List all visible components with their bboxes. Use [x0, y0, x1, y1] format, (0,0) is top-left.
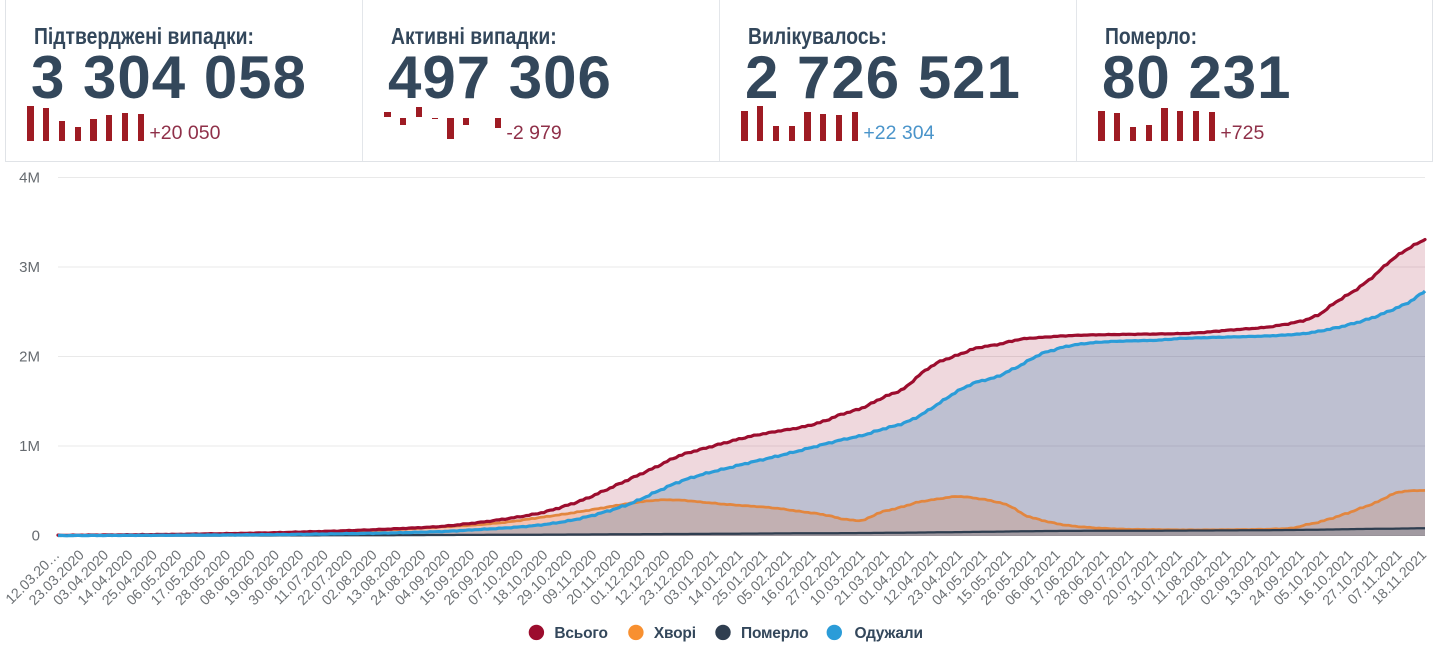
svg-text:4M: 4M: [19, 170, 40, 187]
svg-text:0: 0: [32, 528, 40, 545]
svg-text:Померло: Померло: [741, 625, 808, 642]
svg-text:3M: 3M: [19, 259, 40, 276]
svg-text:Одужали: Одужали: [855, 625, 923, 642]
svg-text:1M: 1M: [19, 438, 40, 455]
svg-text:Хворі: Хворі: [654, 625, 696, 642]
svg-text:2M: 2M: [19, 349, 40, 366]
svg-text:Всього: Всього: [554, 625, 607, 642]
